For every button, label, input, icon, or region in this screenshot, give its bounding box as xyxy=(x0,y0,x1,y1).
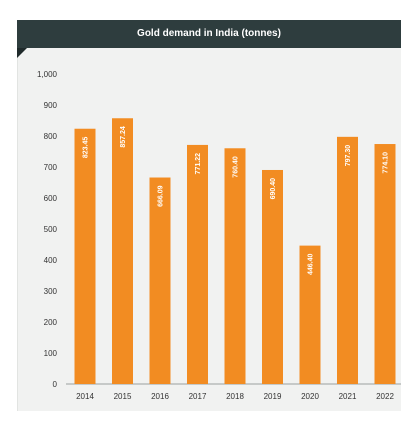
bar-series xyxy=(74,118,396,384)
title-bar-notch xyxy=(17,48,27,58)
x-tick-label: 2018 xyxy=(226,392,244,401)
bar-data-labels: 823.45 857.24 666.09 771.22 760.40 690.40 446.… xyxy=(83,126,390,275)
bar xyxy=(187,144,208,384)
bar xyxy=(374,144,396,384)
bar xyxy=(224,148,246,384)
y-tick-label: 400 xyxy=(44,256,58,265)
bar-value-label: 797.30 xyxy=(345,145,352,167)
bar xyxy=(262,169,283,384)
bar xyxy=(337,136,358,384)
x-tick-label: 2019 xyxy=(264,392,282,401)
bar-value-label: 857.24 xyxy=(120,126,127,148)
x-tick-label: 2020 xyxy=(301,392,319,401)
y-tick-label: 900 xyxy=(44,101,58,110)
y-tick-label: 100 xyxy=(44,349,58,358)
bar xyxy=(149,177,171,384)
y-tick-label: 200 xyxy=(44,318,58,327)
bar-value-label: 690.40 xyxy=(270,178,277,200)
y-tick-label: 600 xyxy=(44,194,58,203)
bar xyxy=(299,245,321,384)
x-axis-ticks: 2014 2015 2016 2017 2018 2019 2020 2021 2022 xyxy=(76,392,394,401)
y-tick-label: 1,000 xyxy=(37,70,58,79)
y-tick-label: 500 xyxy=(44,225,58,234)
bar-value-label: 446.40 xyxy=(308,254,315,276)
y-tick-label: 0 xyxy=(53,380,58,389)
bar xyxy=(74,128,96,384)
x-tick-label: 2015 xyxy=(114,392,132,401)
y-tick-label: 700 xyxy=(44,163,58,172)
chart-title-bar xyxy=(17,20,401,48)
x-tick-label: 2016 xyxy=(151,392,169,401)
bar-value-label: 771.22 xyxy=(195,153,202,175)
x-tick-label: 2014 xyxy=(76,392,94,401)
bar-value-label: 823.45 xyxy=(83,137,90,159)
x-tick-label: 2021 xyxy=(339,392,357,401)
x-tick-label: 2022 xyxy=(376,392,394,401)
bar-value-label: 760.40 xyxy=(233,156,240,178)
y-axis-ticks: 0 100 200 300 400 500 600 700 800 900 1,000 xyxy=(37,70,58,389)
x-tick-label: 2017 xyxy=(189,392,207,401)
y-tick-label: 300 xyxy=(44,287,58,296)
chart-title: Gold demand in India (tonnes) xyxy=(137,28,281,39)
bar-value-label: 666.09 xyxy=(158,185,165,207)
bar-value-label: 774.10 xyxy=(383,152,390,174)
y-tick-label: 800 xyxy=(44,132,58,141)
bar xyxy=(112,118,133,384)
